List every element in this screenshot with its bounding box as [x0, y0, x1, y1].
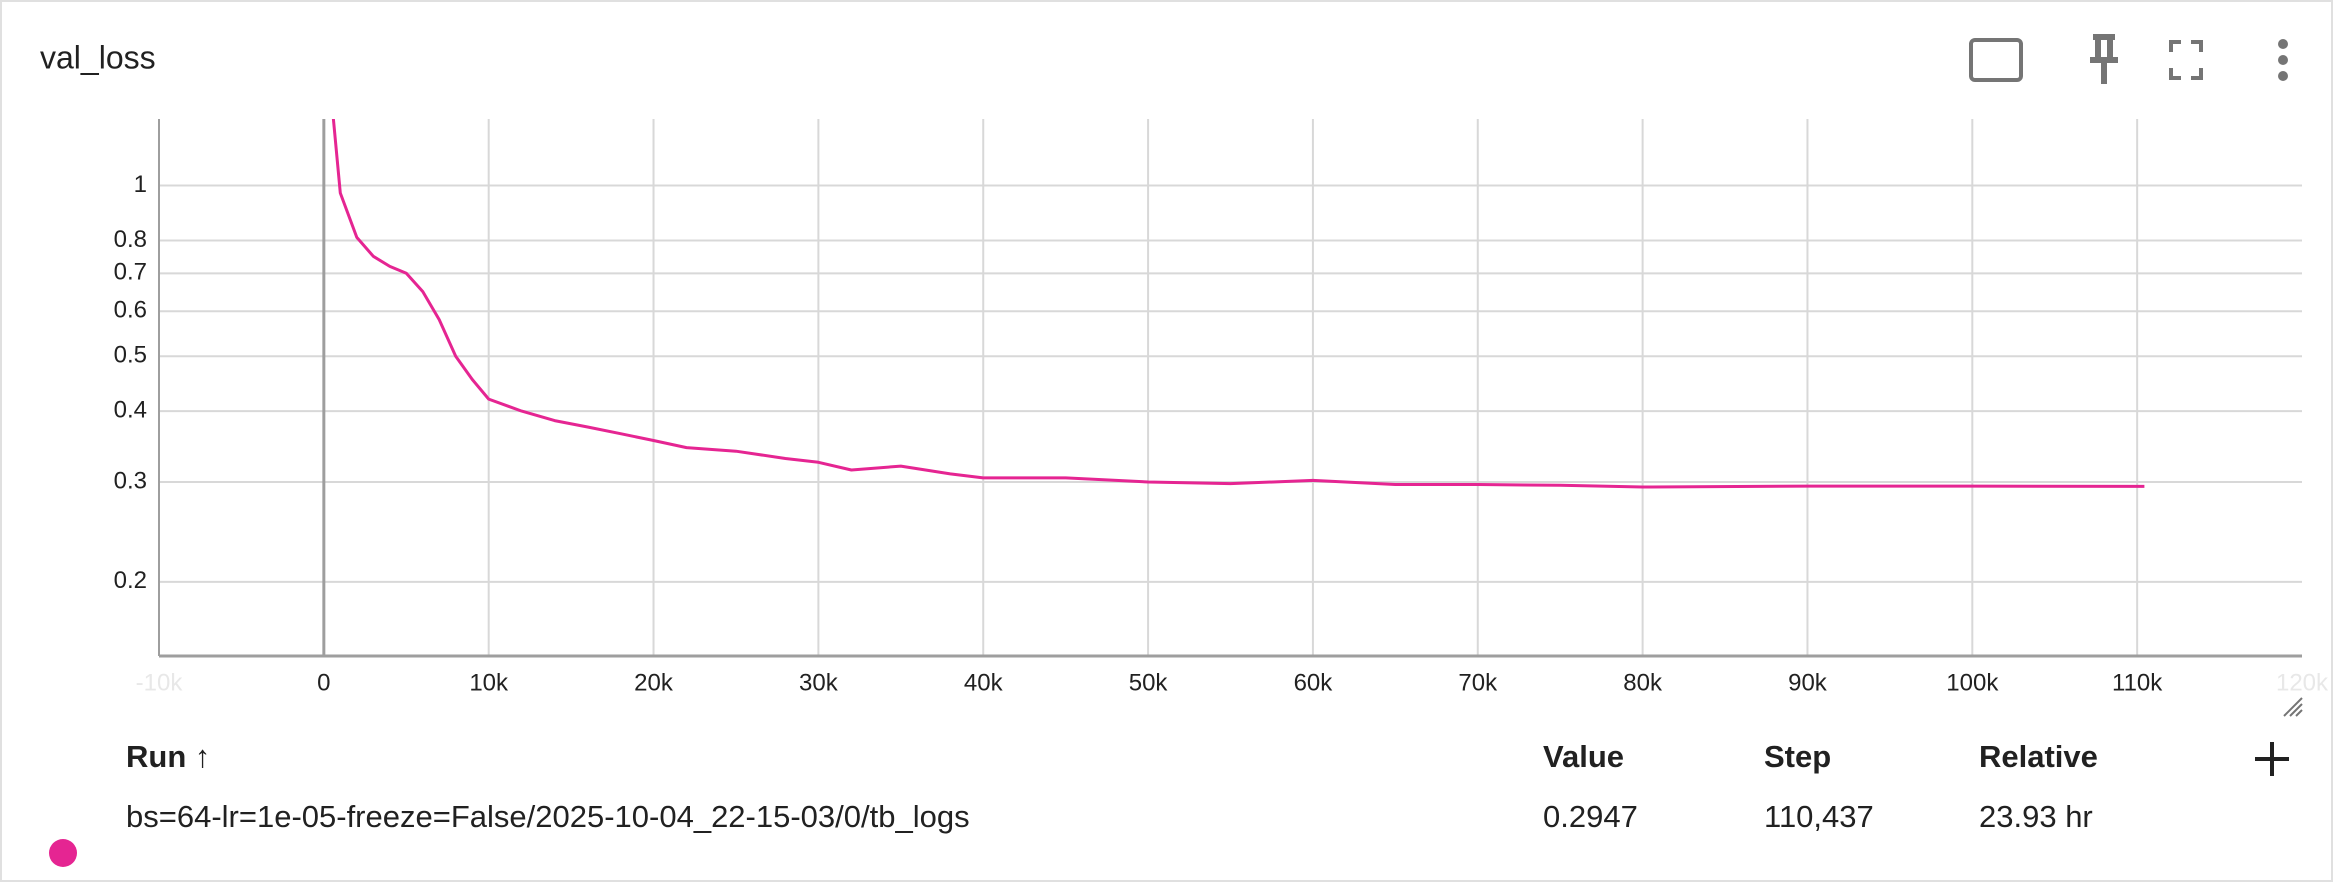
column-header: Relative	[1979, 739, 2098, 774]
table: Run ↑ Value Step Relative bs=64-lr=1e-05-fre…	[49, 697, 2303, 867]
x-tick-label: 70k	[1458, 669, 1498, 696]
fullscreen-button[interactable]	[2169, 40, 2203, 80]
column-header: Value	[1543, 739, 1624, 774]
y-tick-label: 0.2	[114, 567, 147, 594]
x-tick-label: 0	[317, 669, 330, 696]
x-tick-label: 30k	[799, 669, 839, 696]
table-cell: 23.93 hr	[1979, 799, 2093, 834]
y-tick-label: 0.6	[114, 297, 147, 324]
y-tick-label: 0.5	[114, 342, 147, 369]
data-line	[331, 119, 2145, 489]
y-tick-label: 1	[134, 171, 147, 198]
y-tick-label: 0.7	[114, 259, 147, 286]
more-button[interactable]	[2278, 39, 2288, 81]
x-tick-label: 60k	[1294, 669, 1334, 696]
y-tick-label: 0.8	[114, 226, 147, 253]
y-tick-label: 0.3	[114, 467, 147, 494]
x-tick-label: 120k	[2276, 669, 2329, 696]
x-tick-label: 20k	[634, 669, 674, 696]
table-cell: 0.2947	[1543, 799, 1638, 834]
x-tick-label: 100k	[1946, 669, 1999, 696]
x-tick-label: -10k	[136, 669, 184, 696]
y-tick-label: 0.4	[114, 396, 147, 423]
x-tick-label: 90k	[1788, 669, 1828, 696]
pin-button[interactable]	[2090, 34, 2118, 84]
toolbar	[1969, 34, 2288, 84]
fit-domain-button[interactable]	[1969, 38, 2023, 82]
add-column-button[interactable]	[2255, 742, 2289, 776]
x-tick-label: 110k	[2112, 669, 2163, 696]
x-tick-label: 40k	[964, 669, 1004, 696]
resize-handle[interactable]	[2283, 697, 2303, 717]
x-tick-label: 80k	[1623, 669, 1663, 696]
column-header: Step	[1764, 739, 1831, 774]
table-cell: bs=64-lr=1e-05-freeze=False/2025-10-04_2…	[126, 799, 970, 834]
table-cell: 110,437	[1764, 799, 1874, 834]
x-tick-label: 50k	[1129, 669, 1169, 696]
run-color-dot[interactable]	[49, 839, 77, 867]
x-tick-label: 10k	[469, 669, 509, 696]
column-header: Run ↑	[126, 739, 210, 774]
chart-title: val_loss	[40, 39, 156, 75]
